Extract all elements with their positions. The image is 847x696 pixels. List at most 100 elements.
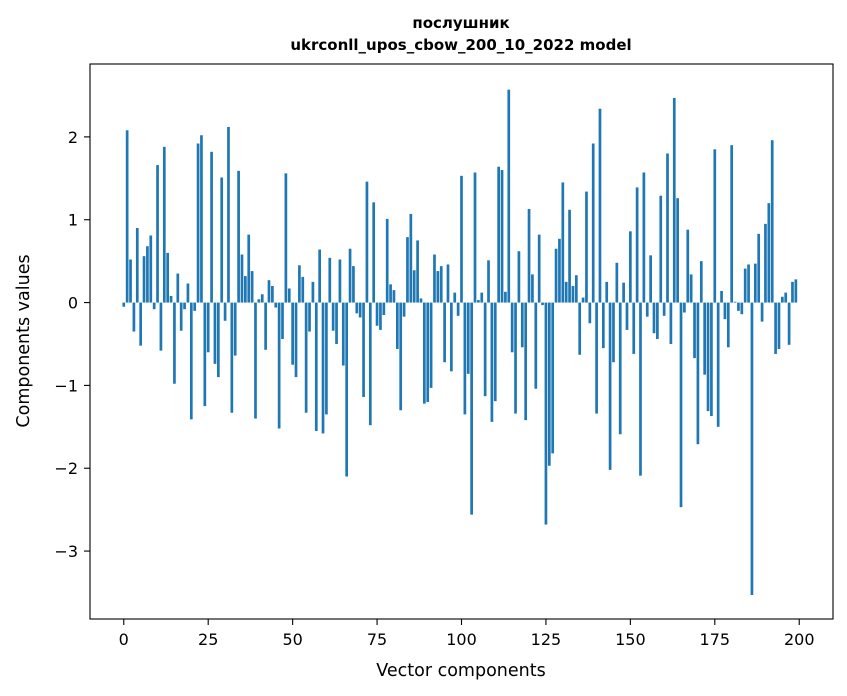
bar: [659, 195, 663, 303]
bar: [395, 302, 399, 349]
bar: [706, 302, 710, 412]
bar-series: [122, 89, 798, 595]
bar: [524, 302, 528, 421]
bar: [409, 213, 413, 303]
bar: [466, 302, 470, 374]
bar: [531, 274, 534, 303]
bar: [362, 302, 365, 397]
bar: [372, 202, 376, 303]
x-tick-label: 200: [784, 630, 815, 649]
bar: [216, 302, 220, 378]
bar: [507, 89, 511, 303]
bar: [710, 302, 713, 417]
bar: [527, 208, 531, 303]
bar: [379, 302, 382, 330]
bar: [473, 172, 477, 303]
x-axis-ticks: 0 25 50 75 100 125 150 175 200: [119, 619, 815, 649]
bar: [504, 291, 507, 303]
bar: [753, 263, 757, 303]
bar: [591, 143, 595, 303]
bar: [429, 302, 433, 388]
x-axis-label: Vector components: [376, 661, 545, 681]
bar: [716, 302, 720, 427]
bar: [206, 302, 210, 353]
bar: [564, 281, 568, 303]
bar: [656, 302, 659, 340]
bar: [794, 279, 798, 303]
y-tick-label: −2: [54, 459, 78, 478]
bar: [537, 234, 541, 303]
bar: [244, 276, 247, 303]
bar: [152, 302, 156, 310]
bar: [416, 240, 419, 303]
bar: [399, 302, 403, 411]
bar: [642, 172, 646, 303]
bar: [574, 275, 578, 303]
x-tick-label: 75: [367, 630, 387, 649]
bar: [612, 302, 615, 363]
bar: [220, 177, 224, 303]
bar: [389, 284, 392, 303]
bar: [365, 181, 369, 303]
bar: [375, 302, 379, 326]
bar: [497, 166, 500, 303]
bar: [162, 146, 166, 303]
bar: [423, 302, 426, 404]
bar: [304, 302, 308, 413]
plot-area-frame: [89, 63, 834, 620]
y-tick-label: −1: [54, 376, 78, 395]
bar: [358, 302, 362, 318]
bar: [213, 302, 217, 364]
bar: [453, 292, 457, 303]
bar: [737, 302, 740, 311]
bar: [139, 302, 143, 346]
bar: [487, 260, 490, 303]
bar: [193, 302, 197, 311]
bar: [298, 265, 301, 303]
bar: [159, 302, 163, 351]
bar: [183, 302, 186, 310]
bar: [770, 140, 774, 303]
bar: [652, 302, 656, 334]
bar: [676, 198, 679, 303]
bar: [240, 254, 244, 303]
bar: [314, 302, 318, 431]
bar: [135, 228, 139, 303]
bar: [338, 259, 342, 303]
bar: [179, 302, 183, 331]
bar: [774, 302, 777, 354]
bar: [696, 302, 700, 445]
bar: [740, 302, 744, 315]
bar: [723, 302, 727, 320]
bar: [412, 270, 416, 303]
bar: [541, 302, 544, 306]
bar: [257, 299, 261, 303]
x-tick-label: 0: [119, 630, 129, 649]
y-axis-label: Components values: [14, 254, 34, 427]
bar: [460, 175, 463, 303]
bar: [615, 262, 619, 303]
y-tick-label: 1: [68, 211, 78, 230]
chart-title-line-1: послушник: [412, 14, 509, 32]
bar: [264, 302, 267, 350]
bar: [601, 302, 605, 349]
bar: [284, 173, 288, 303]
bar: [335, 302, 338, 344]
bar: [392, 290, 396, 303]
bar: [189, 302, 193, 420]
y-tick-label: −3: [54, 542, 78, 561]
bar: [142, 256, 146, 303]
bar: [419, 298, 423, 303]
bar: [625, 302, 629, 330]
bar: [666, 153, 669, 303]
bar: [348, 248, 352, 303]
bar: [649, 255, 652, 303]
bar: [470, 302, 473, 515]
bar: [493, 302, 497, 402]
bar: [321, 302, 325, 434]
y-tick-label: 2: [68, 128, 78, 147]
bar: [686, 229, 690, 303]
x-tick-label: 150: [615, 630, 646, 649]
bar: [726, 302, 730, 348]
